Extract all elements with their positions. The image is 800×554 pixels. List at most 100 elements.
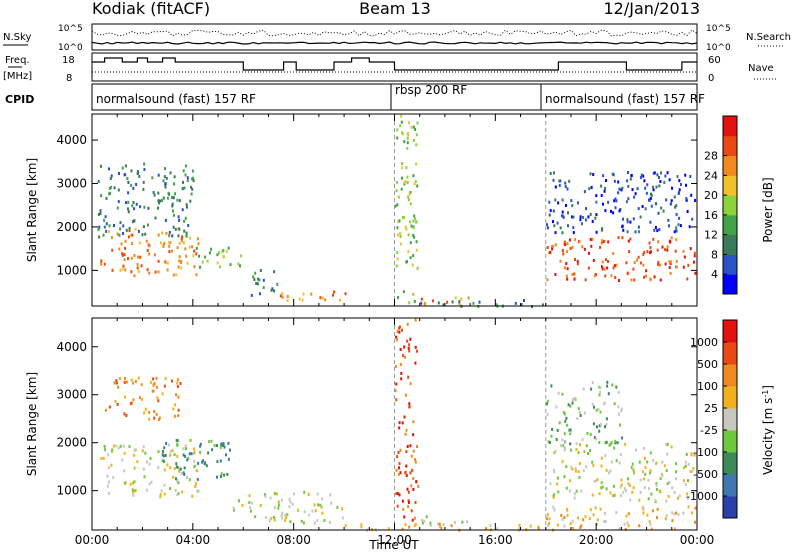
velocity-data-cell (199, 442, 202, 446)
power-data-cell (171, 202, 174, 206)
velocity-colorbar: 1000 500 100 25 -25 -100 -500 -1000 (686, 319, 738, 519)
power-data-cell (185, 231, 188, 235)
power-data-cell (570, 199, 573, 203)
power-data-cell (590, 244, 593, 248)
power-data-cell (124, 268, 127, 272)
power-data-cell (254, 271, 257, 275)
velocity-colorbar-tick-label: 1000 (690, 336, 718, 349)
velocity-data-cell (197, 461, 200, 465)
velocity-data-cell (177, 408, 180, 412)
velocity-data-cell (686, 496, 689, 500)
power-data-cell (612, 266, 615, 270)
power-data-cell (172, 213, 175, 217)
power-data-cell (136, 266, 139, 270)
velocity-colorbar-tick-label: -100 (693, 446, 718, 459)
power-colorbar-tick-label: 4 (711, 268, 718, 281)
velocity-data-cell (123, 469, 126, 473)
power-data-cell (589, 238, 592, 241)
power-data-cell (398, 219, 401, 223)
velocity-data-cell (213, 444, 216, 447)
power-data-cell (592, 259, 595, 262)
power-data-cell (670, 199, 673, 203)
velocity-data-cell (402, 507, 405, 511)
power-data-cell (270, 288, 273, 292)
nave-right-tick-high: 60 (708, 55, 721, 66)
power-data-cell (172, 225, 175, 229)
velocity-data-cell (176, 378, 179, 382)
power-data-cell (100, 259, 103, 263)
velocity-data-cell (614, 439, 617, 443)
power-data-cell (415, 133, 418, 137)
power-data-cell (159, 199, 162, 203)
velocity-colorbar-segment (723, 452, 737, 475)
time-axis-label: Time UT (368, 538, 419, 552)
power-colorbar-segment (723, 234, 737, 255)
velocity-data-cell (112, 476, 115, 480)
power-data-cell (652, 185, 654, 189)
velocity-data-cell (556, 523, 559, 527)
power-data-cell (546, 246, 549, 249)
velocity-data-cell (575, 448, 578, 452)
velocity-data-cell (611, 383, 614, 387)
velocity-data-cell (546, 413, 549, 417)
power-data-cell (416, 266, 419, 270)
power-data-cell (141, 233, 144, 237)
power-data-cell (646, 183, 649, 187)
power-data-cell (177, 265, 180, 269)
velocity-data-cell (177, 466, 180, 470)
power-data-cell (687, 263, 690, 267)
velocity-data-cell (624, 527, 627, 531)
velocity-data-cell (408, 343, 411, 347)
power-data-cell (407, 195, 410, 199)
velocity-data-cell (599, 386, 602, 390)
velocity-data-cell (107, 492, 110, 495)
velocity-data-cell (610, 441, 613, 445)
power-data-cell (110, 174, 113, 178)
velocity-data-cell (396, 492, 399, 495)
velocity-data-cell (254, 515, 257, 519)
power-data-cell (633, 261, 636, 264)
velocity-data-cell (596, 425, 598, 429)
power-data-cell (164, 260, 167, 264)
power-data-cell (600, 241, 603, 245)
velocity-data-cell (573, 492, 576, 496)
velocity-data-cell (150, 480, 153, 484)
velocity-data-cell (412, 420, 415, 424)
velocity-data-cell (220, 472, 223, 476)
power-data-cell (675, 265, 678, 269)
velocity-data-cell (545, 517, 548, 521)
velocity-data-cell (619, 453, 622, 456)
power-data-cell (531, 305, 533, 309)
power-data-cell (664, 248, 667, 252)
velocity-data-cell (589, 449, 592, 452)
velocity-data-cell (691, 469, 694, 473)
power-data-cell (581, 245, 584, 249)
velocity-data-cell (647, 497, 650, 501)
velocity-data-cell (607, 392, 610, 396)
velocity-data-cell (632, 468, 635, 472)
power-data-cell (195, 252, 198, 256)
velocity-data-cell (550, 384, 553, 388)
velocity-data-cell (140, 383, 143, 387)
power-data-cell (665, 198, 668, 202)
velocity-data-cell (406, 445, 409, 448)
power-colorbar-segment (723, 254, 737, 275)
velocity-data-cell (561, 438, 564, 442)
power-data-cell (600, 265, 603, 269)
power-data-cell (123, 173, 126, 177)
velocity-data-cell (546, 402, 548, 406)
velocity-data-cell (197, 489, 200, 493)
power-data-cell (551, 247, 554, 251)
velocity-data-cell (574, 467, 577, 471)
velocity-data-cell (134, 488, 137, 492)
velocity-data-cell (682, 479, 685, 483)
power-data-cell (416, 184, 419, 188)
power-data-cell (655, 185, 658, 189)
velocity-data-cell (438, 522, 441, 526)
velocity-data-cell (666, 442, 669, 446)
power-data-cell (644, 207, 647, 211)
power-data-cell (650, 250, 652, 254)
power-data-cell (523, 299, 525, 302)
power-data-cell (137, 255, 140, 259)
velocity-data-cell (227, 457, 230, 461)
